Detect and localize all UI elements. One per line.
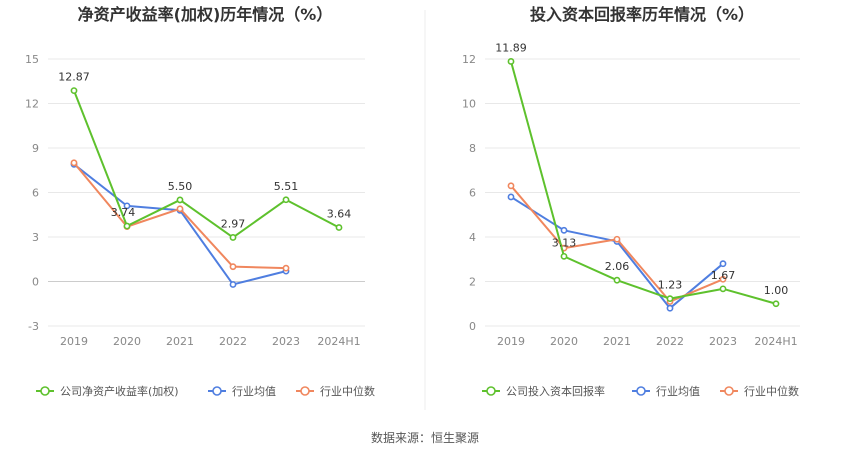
data-label: 1.23 bbox=[658, 279, 683, 292]
data-point bbox=[666, 295, 674, 303]
x-tick-label: 2021 bbox=[603, 335, 631, 348]
data-label: 3.13 bbox=[552, 236, 577, 249]
data-point bbox=[613, 235, 621, 243]
legend-swatch-marker bbox=[636, 386, 646, 396]
y-tick-label: 4 bbox=[469, 231, 476, 244]
data-label: 3.64 bbox=[327, 208, 352, 221]
series-line bbox=[73, 90, 340, 239]
data-label: 5.50 bbox=[168, 180, 193, 193]
series-line bbox=[510, 196, 724, 310]
x-tick-label: 2022 bbox=[219, 335, 247, 348]
data-point bbox=[666, 304, 674, 312]
legend-item[interactable]: 行业均值 bbox=[208, 385, 276, 398]
y-tick-label: 10 bbox=[462, 98, 476, 111]
y-tick-label: 9 bbox=[32, 142, 39, 155]
x-tick-label: 2021 bbox=[166, 335, 194, 348]
y-tick-label: 12 bbox=[462, 53, 476, 66]
data-point bbox=[719, 275, 727, 283]
data-label: 12.87 bbox=[58, 71, 90, 84]
data-point bbox=[282, 196, 290, 204]
legend-label: 公司净资产收益率(加权) bbox=[60, 384, 179, 398]
legend-swatch-marker bbox=[212, 386, 222, 396]
data-point bbox=[229, 281, 237, 288]
data-point bbox=[123, 202, 131, 210]
plot-roe: -3 0 3 6 9 12 15 2019 2020 2021 2022 2023 2024H1 12.8… bbox=[25, 53, 365, 348]
x-tick-label: 2024H1 bbox=[317, 335, 360, 348]
data-point bbox=[229, 234, 237, 241]
y-tick-label: 0 bbox=[32, 276, 39, 289]
y-tick-label: 0 bbox=[469, 320, 476, 333]
data-point bbox=[229, 263, 237, 271]
legend-roe: 公司净资产收益率(加权) 行业均值 行业中位数 bbox=[36, 384, 375, 398]
data-point bbox=[335, 224, 343, 231]
series-line bbox=[510, 61, 777, 305]
data-label: 3.74 bbox=[111, 206, 136, 219]
data-label: 11.89 bbox=[495, 41, 527, 54]
legend-roic: 公司投入资本回报率 行业均值 行业中位数 bbox=[482, 384, 799, 398]
data-point bbox=[560, 252, 568, 260]
x-tick-label: 2020 bbox=[113, 335, 141, 348]
y-tick-label: 6 bbox=[469, 187, 476, 200]
chart-title-roic: 投入资本回报率历年情况（%） bbox=[530, 5, 754, 24]
y-tick-label: 8 bbox=[469, 142, 476, 155]
data-point bbox=[613, 276, 621, 284]
data-label: 2.97 bbox=[221, 217, 246, 230]
legend-item[interactable]: 行业均值 bbox=[632, 385, 700, 398]
data-point bbox=[70, 159, 78, 167]
y-tick-label: 15 bbox=[25, 53, 39, 66]
y-tick-label: 6 bbox=[32, 187, 39, 200]
data-label: 2.06 bbox=[605, 260, 630, 273]
legend-label: 行业均值 bbox=[232, 385, 276, 398]
data-point bbox=[176, 196, 184, 204]
legend-label: 行业中位数 bbox=[744, 384, 799, 398]
y-tick-label: 2 bbox=[469, 276, 476, 289]
y-tick-label: 12 bbox=[25, 98, 39, 111]
data-point bbox=[560, 226, 568, 234]
series-line bbox=[73, 162, 287, 270]
x-tick-label: 2019 bbox=[60, 335, 88, 348]
data-point bbox=[719, 285, 727, 293]
legend-swatch-marker bbox=[40, 386, 50, 396]
plot-roic: 0 2 4 6 8 10 12 2019 2020 2021 2022 2023 2024H1 11.89… bbox=[462, 41, 800, 348]
data-label: 1.00 bbox=[764, 284, 789, 297]
legend-swatch-marker bbox=[486, 386, 496, 396]
legend-item[interactable]: 行业中位数 bbox=[296, 384, 375, 398]
legend-label: 行业均值 bbox=[656, 385, 700, 398]
legend-item[interactable]: 公司投入资本回报率 bbox=[482, 384, 605, 398]
legend-swatch-marker bbox=[300, 386, 310, 396]
y-tick-label: -3 bbox=[28, 320, 39, 333]
chart-title-roe: 净资产收益率(加权)历年情况（%） bbox=[78, 5, 333, 24]
y-tick-label: 3 bbox=[32, 231, 39, 244]
legend-item[interactable]: 公司净资产收益率(加权) bbox=[36, 384, 179, 398]
data-point bbox=[176, 205, 184, 213]
x-tick-label: 2023 bbox=[272, 335, 300, 348]
data-point bbox=[772, 300, 780, 308]
x-tick-label: 2024H1 bbox=[754, 335, 797, 348]
x-tick-label: 2023 bbox=[709, 335, 737, 348]
data-point bbox=[507, 58, 515, 65]
source-text: 数据来源：恒生聚源 bbox=[371, 430, 479, 445]
legend-label: 公司投入资本回报率 bbox=[506, 384, 605, 398]
legend-label: 行业中位数 bbox=[320, 384, 375, 398]
x-tick-label: 2020 bbox=[550, 335, 578, 348]
data-point bbox=[507, 182, 515, 190]
data-label: 1.67 bbox=[711, 269, 736, 282]
data-point bbox=[70, 87, 78, 94]
data-point bbox=[123, 222, 131, 230]
data-point bbox=[282, 264, 290, 272]
x-tick-label: 2019 bbox=[497, 335, 525, 348]
x-tick-label: 2022 bbox=[656, 335, 684, 348]
data-point bbox=[719, 260, 727, 268]
legend-swatch-marker bbox=[724, 386, 734, 396]
data-point bbox=[507, 193, 515, 201]
data-label: 5.51 bbox=[274, 180, 299, 193]
legend-item[interactable]: 行业中位数 bbox=[720, 384, 799, 398]
